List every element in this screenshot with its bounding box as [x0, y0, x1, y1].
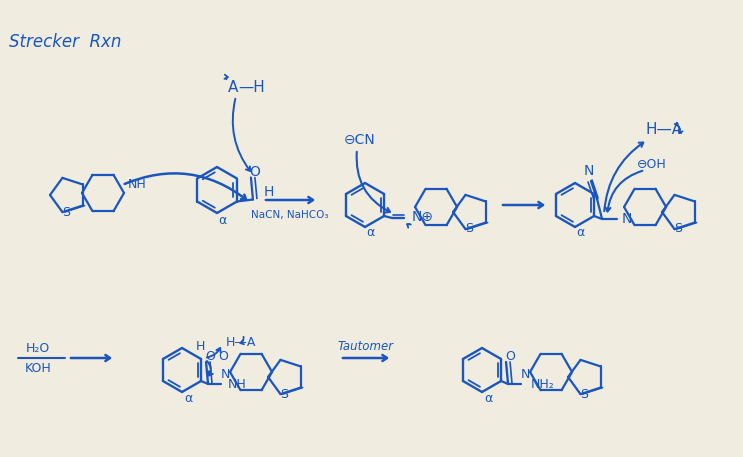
Text: O: O — [250, 165, 260, 180]
Text: S: S — [580, 388, 588, 400]
Text: H—A: H—A — [645, 122, 682, 138]
Text: Strecker  Rxn: Strecker Rxn — [9, 33, 121, 51]
Text: O: O — [505, 350, 515, 362]
Text: α: α — [218, 213, 226, 227]
Text: —H: —H — [238, 80, 265, 96]
Text: Tautomer: Tautomer — [338, 340, 394, 354]
Text: S: S — [280, 388, 288, 400]
Text: N⊕: N⊕ — [412, 210, 434, 224]
Text: N: N — [584, 164, 594, 178]
Text: α: α — [184, 392, 192, 404]
Text: NH₂: NH₂ — [531, 377, 555, 390]
Text: S: S — [465, 223, 473, 235]
Text: H: H — [264, 185, 274, 198]
Text: α: α — [366, 227, 374, 239]
Text: H—A: H—A — [226, 335, 256, 349]
Text: NH: NH — [228, 377, 247, 390]
Text: α: α — [484, 392, 492, 404]
Text: ⊖CN: ⊖CN — [344, 133, 376, 147]
Text: N: N — [221, 367, 230, 381]
Text: NH: NH — [128, 179, 147, 191]
Text: ⊖OH: ⊖OH — [637, 159, 667, 171]
Text: S: S — [62, 206, 70, 218]
Text: KOH: KOH — [25, 361, 51, 374]
Text: N: N — [521, 367, 530, 381]
Text: O: O — [205, 350, 215, 362]
Text: H₂O: H₂O — [26, 341, 50, 355]
Text: H: H — [195, 340, 205, 352]
Text: α: α — [576, 227, 584, 239]
Text: N: N — [622, 212, 632, 226]
Text: NaCN, NaHCO₃: NaCN, NaHCO₃ — [251, 210, 328, 220]
Text: A: A — [228, 80, 239, 96]
Text: O: O — [218, 350, 228, 362]
Text: S: S — [674, 223, 682, 235]
